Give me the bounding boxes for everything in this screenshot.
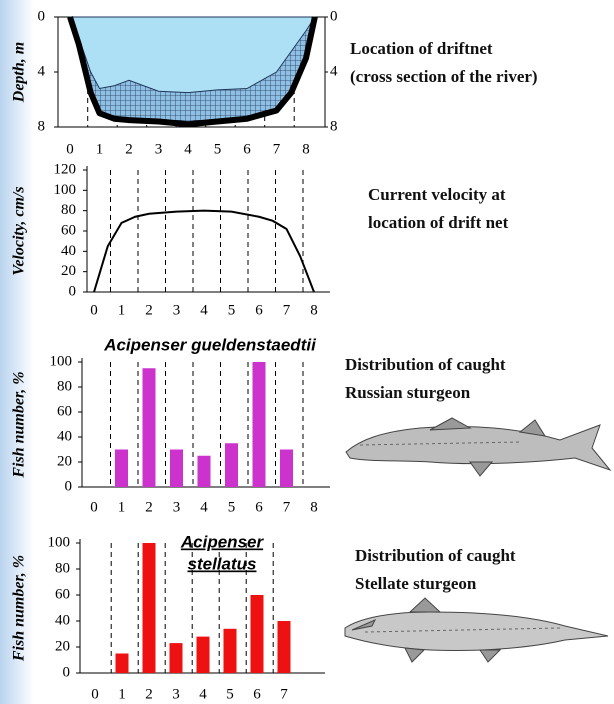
bar — [253, 362, 266, 487]
y-tick-label: 8 — [38, 118, 46, 134]
x-tick-label: 5 — [214, 141, 222, 157]
y-tick-label: 40 — [55, 612, 70, 628]
x-tick-label: 6 — [255, 302, 263, 318]
y-tick-label: 100 — [54, 182, 77, 198]
y2-tick-label: 0 — [330, 8, 338, 24]
y-tick-label: 60 — [55, 586, 70, 602]
x-tick-label: 8 — [310, 499, 318, 515]
bar — [224, 629, 237, 673]
y-tick-label: 80 — [57, 378, 72, 394]
y-tick-label: 0 — [65, 478, 73, 494]
bar — [143, 543, 156, 673]
annotation: Russian sturgeon — [345, 383, 471, 402]
x-tick-label: 6 — [243, 141, 251, 157]
y-tick-label: 40 — [61, 243, 76, 259]
x-tick-label: 2 — [125, 141, 133, 157]
bar — [116, 654, 129, 674]
bar — [143, 368, 156, 487]
x-tick-label: 3 — [173, 499, 181, 515]
annotation: Distribution of caught — [345, 355, 506, 374]
y-axis-title: Fish number, % — [11, 371, 28, 478]
x-tick-label: 0 — [90, 499, 98, 515]
y-tick-label: 0 — [69, 283, 77, 299]
y-tick-label: 80 — [61, 202, 76, 218]
x-tick-label: 7 — [283, 302, 291, 318]
velocity-line — [94, 211, 314, 292]
bar — [170, 450, 183, 488]
x-tick-label: 1 — [96, 141, 104, 157]
y-tick-label: 0 — [38, 8, 46, 24]
annotation: Current velocity at — [368, 185, 506, 204]
x-tick-label: 3 — [172, 686, 180, 702]
x-tick-label: 7 — [273, 141, 281, 157]
y-tick-label: 60 — [61, 222, 76, 238]
species-title: Acipenser — [180, 532, 265, 551]
y-tick-label: 100 — [50, 353, 73, 369]
y-axis-title: Fish number, % — [11, 555, 28, 662]
species-title: Acipenser gueldenstaedtii — [103, 335, 317, 354]
fish-stellate — [345, 598, 608, 662]
x-tick-label: 0 — [91, 686, 99, 702]
x-tick-label: 8 — [310, 302, 318, 318]
bar — [278, 621, 291, 673]
x-tick-label: 5 — [228, 499, 236, 515]
y-tick-label: 20 — [57, 453, 72, 469]
annotation: Stellate sturgeon — [355, 574, 477, 593]
x-tick-label: 0 — [90, 302, 98, 318]
x-tick-label: 0 — [66, 141, 74, 157]
y-axis-title: Depth, m — [11, 42, 28, 103]
x-tick-label: 7 — [280, 686, 288, 702]
x-tick-label: 1 — [118, 302, 126, 318]
bar — [115, 450, 128, 488]
annotation: Distribution of caught — [355, 546, 516, 565]
y-tick-label: 40 — [57, 428, 72, 444]
y-tick-label: 60 — [57, 403, 72, 419]
y-tick-label: 20 — [55, 638, 70, 654]
annotation: (cross section of the river) — [350, 67, 538, 86]
species-title: stellatus — [188, 554, 257, 573]
bar — [170, 643, 183, 673]
x-tick-label: 2 — [145, 686, 153, 702]
y-axis-title: Velocity, cm/s — [11, 186, 28, 275]
bar — [197, 637, 210, 673]
y-tick-label: 4 — [38, 63, 46, 79]
bar — [280, 450, 293, 488]
y2-tick-label: 8 — [330, 118, 338, 134]
y-tick-label: 100 — [48, 534, 71, 550]
annotation: Location of driftnet — [350, 39, 493, 58]
x-tick-label: 4 — [200, 499, 208, 515]
bar — [225, 443, 238, 487]
bar — [198, 456, 211, 487]
y-tick-label: 80 — [55, 560, 70, 576]
y-tick-label: 20 — [61, 263, 76, 279]
x-tick-label: 2 — [145, 499, 153, 515]
x-tick-label: 3 — [173, 302, 181, 318]
x-tick-label: 4 — [184, 141, 192, 157]
x-tick-label: 3 — [155, 141, 163, 157]
y-tick-label: 120 — [54, 161, 77, 177]
x-tick-label: 4 — [199, 686, 207, 702]
fish-russian — [346, 418, 610, 476]
x-tick-label: 6 — [253, 686, 261, 702]
annotation: location of drift net — [368, 213, 509, 232]
x-tick-label: 1 — [118, 686, 126, 702]
x-tick-label: 8 — [302, 141, 310, 157]
x-tick-label: 2 — [145, 302, 153, 318]
y2-tick-label: 4 — [330, 63, 338, 79]
x-tick-label: 4 — [200, 302, 208, 318]
x-tick-label: 5 — [228, 302, 236, 318]
x-tick-label: 7 — [283, 499, 291, 515]
x-tick-label: 6 — [255, 499, 263, 515]
x-tick-label: 5 — [226, 686, 234, 702]
figure: 048048012345678Depth, mLocation of drift… — [0, 0, 614, 704]
y-tick-label: 0 — [63, 664, 71, 680]
x-tick-label: 1 — [118, 499, 126, 515]
bar — [251, 595, 264, 673]
